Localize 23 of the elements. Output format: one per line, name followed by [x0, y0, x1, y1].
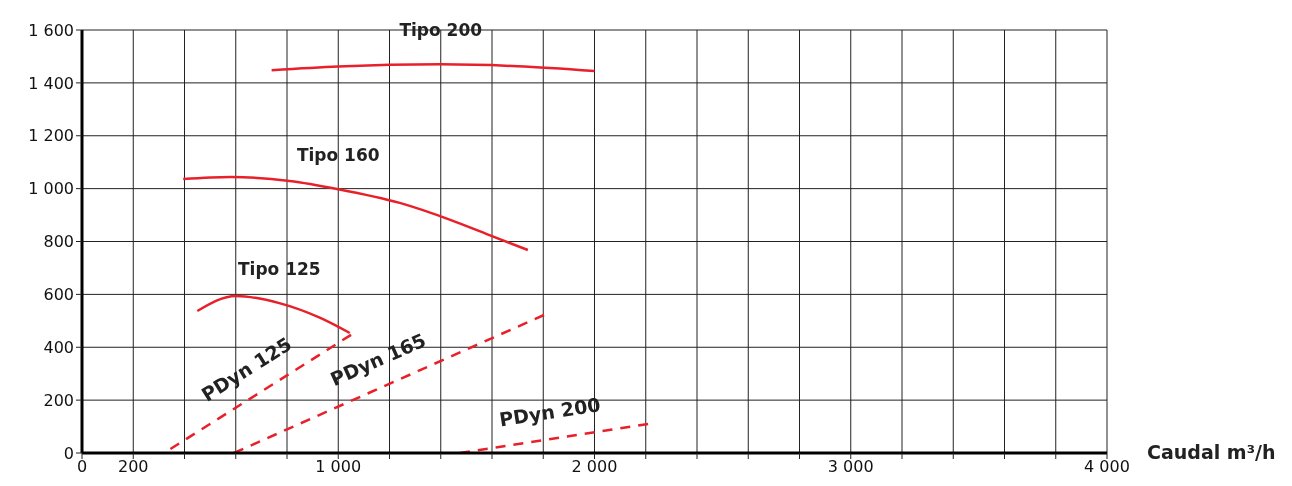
y-tick-label: 1 200 [28, 126, 74, 146]
series-label: Tipo 200 [399, 20, 483, 41]
x-tick-label: 2 000 [571, 457, 618, 477]
y-tick-label: 800 [43, 232, 74, 252]
x-tick-label: 200 [117, 457, 149, 477]
x-tick-label: 1 000 [315, 457, 362, 477]
x-tick-label: 0 [76, 457, 88, 477]
y-tick-label: 0 [63, 443, 74, 463]
text: PDyn 165 [326, 328, 430, 391]
series-label: Tipo 125 [237, 259, 321, 280]
x-axis-title: Caudal m³/h [1147, 441, 1276, 463]
line-series [270, 63, 596, 73]
x-tick-label: 3 000 [827, 457, 874, 477]
y-tick-label: 400 [43, 337, 74, 357]
text: PDyn 200 [497, 393, 602, 431]
series-label: Tipo 160 [296, 145, 380, 166]
y-tick-label: 1 400 [28, 73, 74, 93]
y-tick-label: 600 [43, 285, 74, 305]
y-tick-label: 200 [43, 390, 74, 410]
y-tick-label: 1 000 [28, 179, 74, 199]
line-series [181, 175, 530, 252]
x-tick-label: 4 000 [1084, 457, 1130, 477]
y-tick-label: 1 600 [28, 20, 74, 40]
